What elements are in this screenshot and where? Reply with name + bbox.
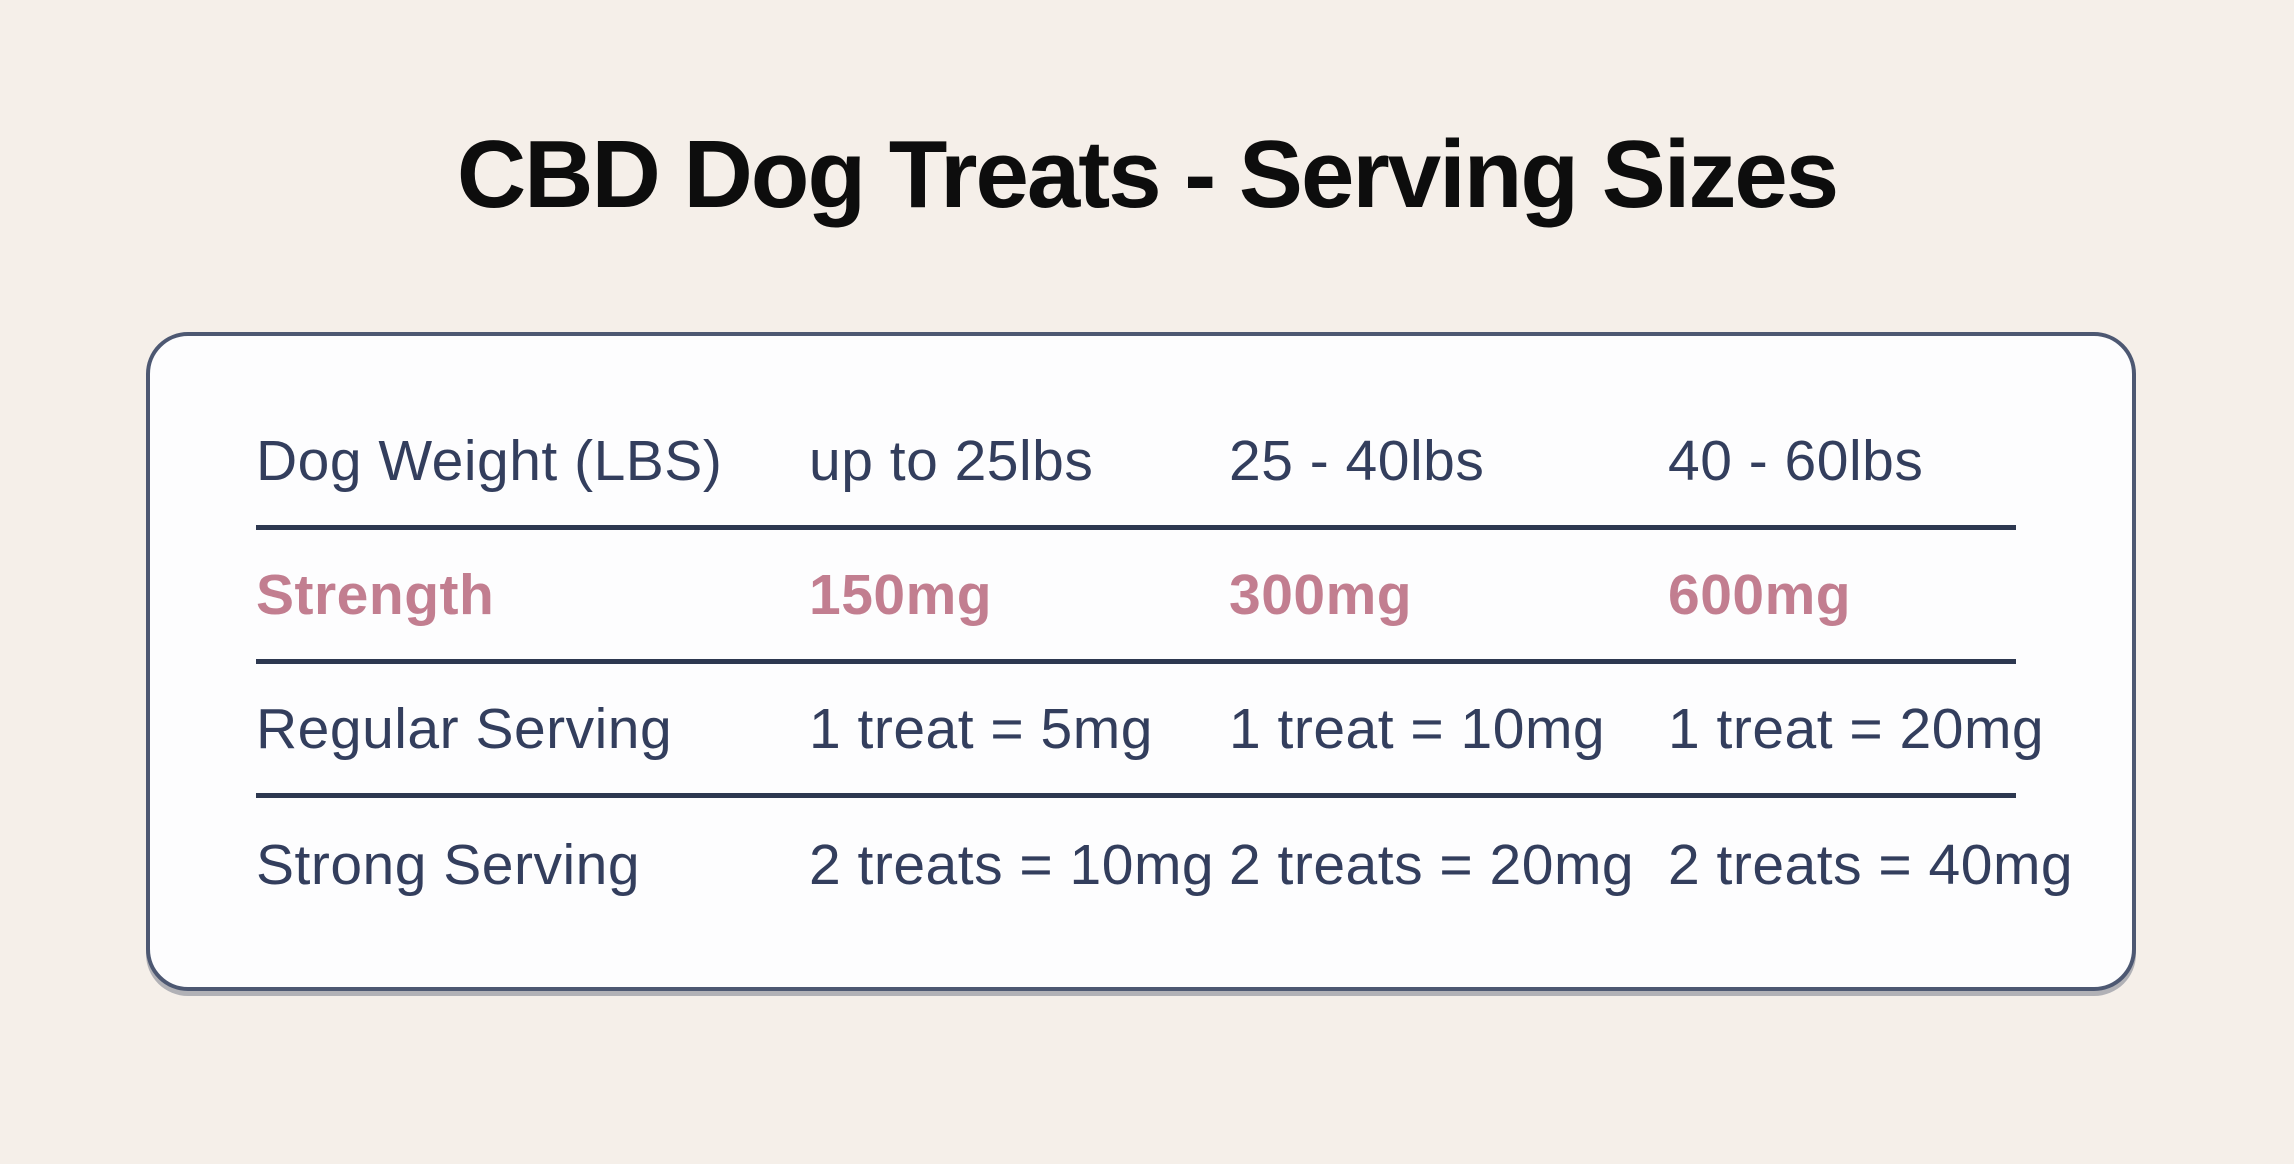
regular-serving-value-1: 1 treat = 5mg xyxy=(809,696,1153,761)
strong-serving-value-1: 2 treats = 10mg xyxy=(809,833,1215,897)
header-cell-weight-range-2: 25 - 40lbs xyxy=(1229,428,1485,493)
strong-serving-value-2: 2 treats = 20mg xyxy=(1229,833,1635,897)
row-label-regular-serving: Regular Serving xyxy=(256,696,673,761)
strength-value-2: 300mg xyxy=(1229,562,1413,627)
row-label-strong-serving: Strong Serving xyxy=(256,833,641,897)
strength-value-3: 600mg xyxy=(1668,562,1852,627)
header-cell-weight-range-3: 40 - 60lbs xyxy=(1668,428,1924,493)
table-row-regular-serving: Regular Serving 1 treat = 5mg 1 treat = … xyxy=(256,664,2044,798)
strong-serving-value-3: 2 treats = 40mg xyxy=(1668,833,2074,897)
serving-table-card: Dog Weight (LBS) up to 25lbs 25 - 40lbs … xyxy=(146,332,2136,991)
regular-serving-value-3: 1 treat = 20mg xyxy=(1668,696,2045,761)
page-title: CBD Dog Treats - Serving Sizes xyxy=(456,121,1839,228)
header-cell-weight-range-1: up to 25lbs xyxy=(809,428,1094,493)
row-label-strength: Strength xyxy=(256,562,495,627)
table-row-strength: Strength 150mg 300mg 600mg xyxy=(256,530,2016,664)
regular-serving-value-2: 1 treat = 10mg xyxy=(1229,696,1606,761)
table-header-row: Dog Weight (LBS) up to 25lbs 25 - 40lbs … xyxy=(256,396,2016,530)
strength-value-1: 150mg xyxy=(809,562,993,627)
header-cell-dog-weight: Dog Weight (LBS) xyxy=(256,428,723,493)
table-row-strong-serving: Strong Serving 2 treats = 10mg 2 treats … xyxy=(256,798,2073,932)
